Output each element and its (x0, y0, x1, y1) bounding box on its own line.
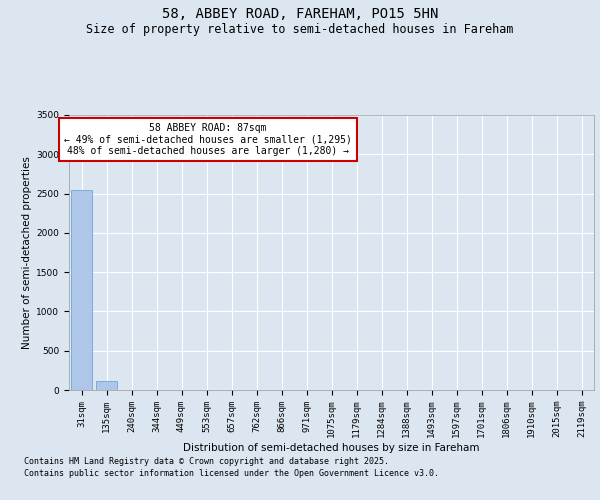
X-axis label: Distribution of semi-detached houses by size in Fareham: Distribution of semi-detached houses by … (183, 443, 480, 453)
Bar (71, 190, 92, 390)
Text: 58 ABBEY ROAD: 87sqm
← 49% of semi-detached houses are smaller (1,295)
48% of se: 58 ABBEY ROAD: 87sqm ← 49% of semi-detac… (64, 123, 352, 156)
Text: Size of property relative to semi-detached houses in Fareham: Size of property relative to semi-detach… (86, 22, 514, 36)
Y-axis label: Number of semi-detached properties: Number of semi-detached properties (22, 156, 32, 349)
Text: Contains public sector information licensed under the Open Government Licence v3: Contains public sector information licen… (24, 469, 439, 478)
Text: 58, ABBEY ROAD, FAREHAM, PO15 5HN: 58, ABBEY ROAD, FAREHAM, PO15 5HN (162, 8, 438, 22)
Text: Contains HM Land Registry data © Crown copyright and database right 2025.: Contains HM Land Registry data © Crown c… (24, 458, 389, 466)
Bar (96, 381, 117, 390)
